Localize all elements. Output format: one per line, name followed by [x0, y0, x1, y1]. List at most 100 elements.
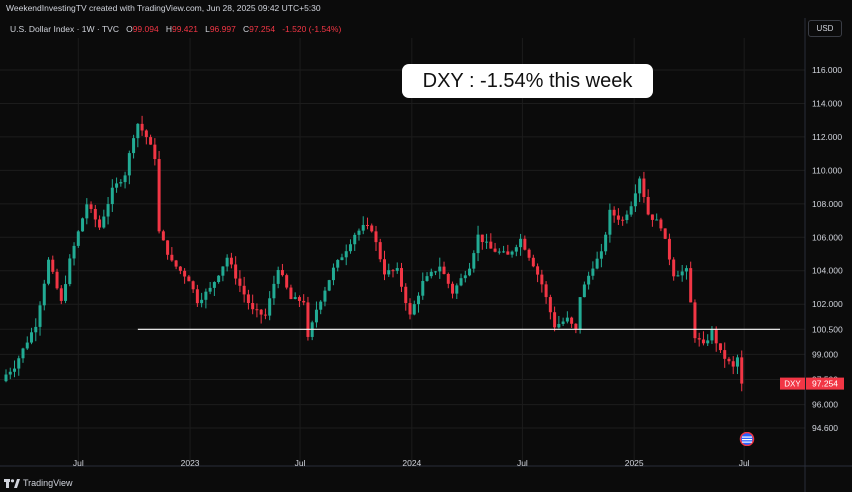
- x-tick-label: 2025: [625, 458, 644, 468]
- x-tick-label: Jul: [295, 458, 306, 468]
- candle-body: [697, 338, 701, 340]
- candle-body: [438, 266, 442, 272]
- candle-body: [344, 251, 348, 258]
- weekly-change-callout: DXY : -1.54% this week: [402, 64, 653, 98]
- open-value: 99.094: [132, 24, 159, 34]
- candle-body: [731, 361, 735, 367]
- candle-body: [110, 187, 114, 205]
- candle-body: [553, 312, 557, 328]
- candle-body: [557, 323, 561, 328]
- candle-body: [98, 219, 102, 228]
- candle-body: [336, 260, 340, 268]
- candle-body: [425, 276, 429, 281]
- candle-body: [217, 275, 221, 283]
- candle-body: [382, 259, 386, 275]
- candle-body: [718, 343, 722, 351]
- candle-body: [85, 204, 89, 219]
- candle-body: [544, 284, 548, 298]
- open-label: O: [126, 24, 133, 34]
- candle-body: [693, 302, 697, 339]
- x-tick-label: 2024: [402, 458, 421, 468]
- y-tick-label: 116.000: [812, 65, 842, 75]
- candle-body: [323, 290, 327, 302]
- candle-body: [238, 278, 242, 286]
- y-tick-label: 112.000: [812, 132, 842, 142]
- candle-body: [672, 259, 676, 277]
- candle-body: [187, 276, 191, 282]
- candle-body: [64, 284, 68, 301]
- x-tick-label: Jul: [73, 458, 84, 468]
- candle-body: [293, 297, 297, 300]
- candle-body: [548, 297, 552, 313]
- candle-body: [506, 251, 510, 255]
- candle-body: [689, 268, 693, 303]
- us-flag-event-icon[interactable]: [738, 432, 756, 446]
- candle-body: [612, 209, 616, 216]
- candle-body: [468, 268, 472, 276]
- low-label: L: [205, 24, 210, 34]
- candle-body: [451, 283, 455, 294]
- candle-body: [140, 123, 144, 131]
- candle-body: [225, 257, 229, 267]
- candle-body: [604, 234, 608, 252]
- candle-body: [208, 287, 212, 292]
- tradingview-logo-icon: [4, 478, 20, 488]
- candle-body: [132, 138, 136, 154]
- candle-body: [72, 245, 76, 259]
- currency-button[interactable]: USD: [808, 20, 842, 37]
- y-tick-label: 96.000: [812, 400, 838, 410]
- candle-body: [123, 175, 127, 183]
- candle-body: [306, 302, 310, 337]
- candle-body: [327, 280, 331, 291]
- candle-body: [480, 234, 484, 243]
- candle-body: [540, 274, 544, 285]
- ohlc-legend: U.S. Dollar Index · 1W · TVC O99.094 H99…: [10, 24, 341, 34]
- candle-body: [429, 271, 433, 277]
- candle-body: [616, 215, 620, 220]
- candle-body: [663, 228, 667, 239]
- candle-body: [578, 297, 582, 330]
- candle-body: [153, 144, 157, 160]
- candle-body: [378, 242, 382, 260]
- candle-body: [629, 206, 633, 215]
- candle-body: [565, 317, 569, 322]
- candle-body: [319, 301, 323, 310]
- candle-body: [655, 219, 659, 221]
- candle-body: [519, 238, 523, 248]
- candle-body: [531, 257, 535, 267]
- candle-body: [638, 178, 642, 194]
- candle-body: [4, 374, 8, 382]
- footer-brand[interactable]: TradingView: [4, 478, 73, 488]
- symbol-label[interactable]: U.S. Dollar Index · 1W · TVC: [10, 24, 119, 34]
- credit-text: WeekendInvestingTV created with TradingV…: [6, 3, 321, 13]
- low-value: 96.997: [209, 24, 236, 34]
- candle-body: [191, 281, 195, 290]
- candle-body: [229, 257, 233, 265]
- candle-body: [574, 323, 578, 330]
- high-label: H: [165, 24, 172, 34]
- candle-body: [434, 271, 438, 273]
- candle-body: [17, 358, 21, 369]
- y-tick-label: 110.000: [812, 165, 842, 175]
- candle-body: [510, 251, 514, 255]
- candle-body: [442, 266, 446, 274]
- candle-body: [106, 204, 110, 217]
- candle-body: [599, 251, 603, 259]
- x-tick-label: Jul: [739, 458, 750, 468]
- candle-body: [212, 282, 216, 288]
- candle-body: [650, 214, 654, 220]
- candle-body: [340, 257, 344, 261]
- candle-body: [621, 219, 625, 221]
- close-label: C: [242, 24, 250, 34]
- candle-body: [115, 183, 119, 188]
- candle-body: [195, 289, 199, 304]
- candle-body: [183, 270, 187, 277]
- candle-body: [47, 259, 51, 284]
- candle-body: [353, 234, 357, 245]
- candle-body: [127, 153, 131, 176]
- candle-body: [680, 271, 684, 276]
- candle-body: [200, 299, 204, 304]
- y-tick-label: 94.600: [812, 423, 838, 433]
- y-tick-label: 100.500: [812, 324, 843, 334]
